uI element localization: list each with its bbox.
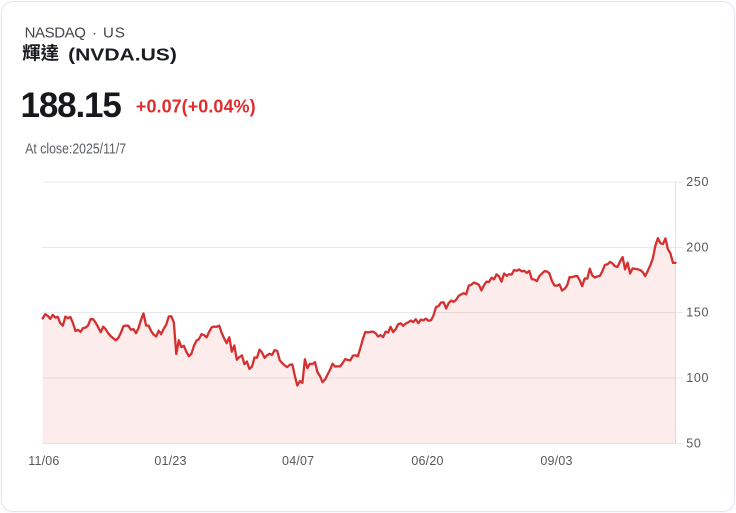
svg-text:250: 250 (686, 175, 709, 189)
svg-text:188.15: 188.15 (21, 86, 122, 125)
svg-text:01/23: 01/23 (154, 454, 186, 468)
svg-text:04/07: 04/07 (282, 454, 314, 468)
svg-text:US: US (103, 24, 126, 41)
svg-text:09/03: 09/03 (540, 454, 572, 468)
svg-text:(NVDA.US): (NVDA.US) (68, 45, 177, 65)
svg-text:·: · (92, 24, 97, 41)
svg-text:100: 100 (686, 371, 709, 385)
svg-text:At close:2025/11/7: At close:2025/11/7 (25, 140, 126, 156)
svg-text:06/20: 06/20 (411, 454, 443, 468)
svg-text:NASDAQ: NASDAQ (25, 24, 86, 41)
svg-text:150: 150 (686, 306, 709, 320)
svg-text:50: 50 (686, 436, 701, 450)
svg-text:200: 200 (686, 240, 709, 254)
svg-text:11/06: 11/06 (28, 454, 59, 468)
svg-text:+0.07(+0.04%): +0.07(+0.04%) (136, 97, 256, 117)
